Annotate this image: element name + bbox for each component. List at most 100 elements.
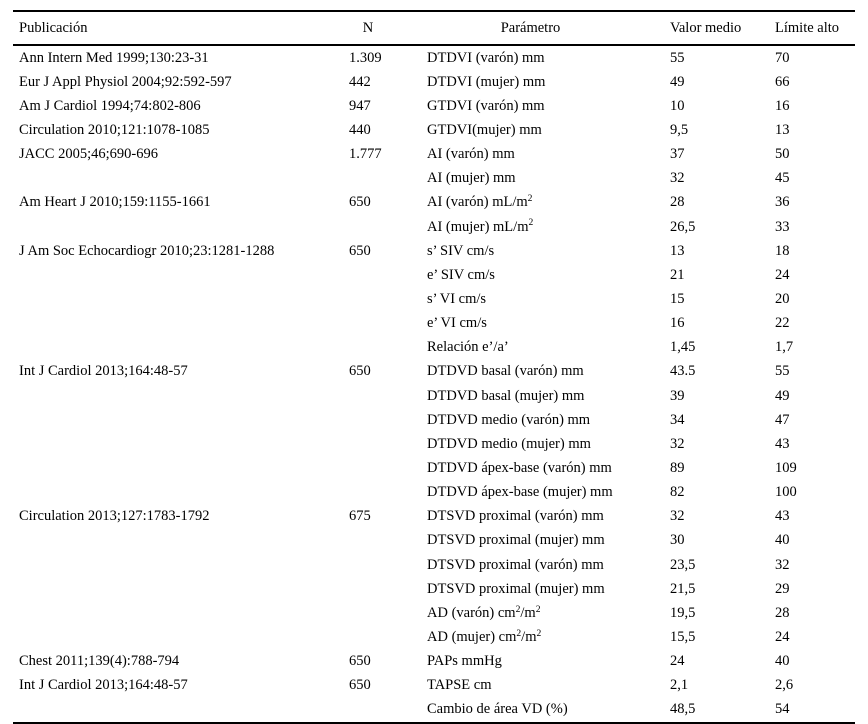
- cell-n: 650: [349, 194, 371, 211]
- cell-n: 947: [349, 97, 371, 114]
- cell-parametro: AD (varón) cm2/m2: [427, 603, 541, 621]
- cell-parametro: DTDVD basal (mujer) mm: [427, 387, 585, 404]
- cell-parametro: AI (mujer) mL/m2: [427, 217, 534, 235]
- table-row: JACC 2005;46;690-696 1.777 AI (varón) mm…: [13, 143, 855, 167]
- table-row: Int J Cardiol 2013;164:48-57 650 DTDVD b…: [13, 360, 855, 384]
- cell-valor-medio: 55: [670, 49, 685, 66]
- cell-limite-alto: 36: [775, 194, 790, 211]
- cell-publicacion: [13, 601, 343, 625]
- cell-limite-alto: 50: [775, 146, 790, 163]
- cell-n: 650: [349, 677, 371, 694]
- table-row: Eur J Appl Physiol 2004;92:592-597 442 D…: [13, 70, 855, 94]
- cell-publicacion: Int J Cardiol 2013;164:48-57: [19, 677, 188, 694]
- cell-publicacion: [13, 432, 343, 456]
- cell-valor-medio: 21: [670, 266, 685, 283]
- table-row: DTDVD ápex-base (mujer) mm 82 100: [13, 481, 855, 505]
- cell-publicacion: [13, 287, 343, 311]
- cell-publicacion: Am J Cardiol 1994;74:802-806: [19, 97, 201, 114]
- table-row: s’ VI cm/s 15 20: [13, 287, 855, 311]
- cell-publicacion: [13, 698, 343, 723]
- cell-valor-medio: 32: [670, 435, 685, 452]
- table-row: Am J Cardiol 1994;74:802-806 947 GTDVI (…: [13, 94, 855, 118]
- cell-valor-medio: 10: [670, 97, 685, 114]
- cell-limite-alto: 45: [775, 170, 790, 187]
- cell-limite-alto: 49: [775, 387, 790, 404]
- table-row: Cambio de área VD (%) 48,5 54: [13, 698, 855, 723]
- cell-n: [343, 263, 393, 287]
- cell-parametro: GTDVI(mujer) mm: [427, 121, 542, 138]
- cell-parametro: DTSVD proximal (varón) mm: [427, 556, 604, 573]
- cell-valor-medio: 2,1: [670, 677, 689, 694]
- cell-publicacion: Eur J Appl Physiol 2004;92:592-597: [19, 73, 232, 90]
- cell-publicacion: Circulation 2010;121:1078-1085: [19, 121, 210, 138]
- cell-limite-alto: 16: [775, 97, 790, 114]
- table-row: AD (mujer) cm2/m2 15,5 24: [13, 625, 855, 649]
- table-row: DTDVD ápex-base (varón) mm 89 109: [13, 456, 855, 480]
- column-header-parametro: Parámetro: [393, 11, 668, 46]
- table-row: Ann Intern Med 1999;130:23-31 1.309 DTDV…: [13, 45, 855, 70]
- cell-parametro: s’ SIV cm/s: [427, 242, 495, 259]
- table-row: AI (mujer) mL/m2 26,5 33: [13, 215, 855, 239]
- cell-n: 650: [349, 653, 371, 670]
- cell-valor-medio: 82: [670, 484, 685, 501]
- cell-n: 1.777: [349, 146, 382, 163]
- cell-parametro: DTDVD basal (varón) mm: [427, 363, 584, 380]
- cell-limite-alto: 18: [775, 242, 790, 259]
- cell-valor-medio: 13: [670, 242, 685, 259]
- table-body: Ann Intern Med 1999;130:23-31 1.309 DTDV…: [13, 45, 855, 723]
- cell-valor-medio: 15,5: [670, 628, 696, 645]
- cell-publicacion: [13, 577, 343, 601]
- cell-limite-alto: 32: [775, 556, 790, 573]
- table-row: e’ VI cm/s 16 22: [13, 312, 855, 336]
- cell-parametro: DTDVD ápex-base (varón) mm: [427, 459, 612, 476]
- cell-parametro: AI (varón) mm: [427, 146, 515, 163]
- cell-parametro: AI (varón) mL/m2: [427, 193, 533, 211]
- cell-n: 650: [349, 363, 371, 380]
- cell-limite-alto: 54: [775, 701, 790, 718]
- cell-n: [343, 336, 393, 360]
- cell-valor-medio: 89: [670, 459, 685, 476]
- cell-publicacion: Chest 2011;139(4):788-794: [19, 653, 180, 670]
- cell-limite-alto: 22: [775, 315, 790, 332]
- cell-parametro: e’ SIV cm/s: [427, 266, 495, 283]
- cell-limite-alto: 20: [775, 290, 790, 307]
- cell-n: 442: [349, 73, 371, 90]
- cell-publicacion: [13, 384, 343, 408]
- table-row: AD (varón) cm2/m2 19,5 28: [13, 601, 855, 625]
- cell-limite-alto: 13: [775, 121, 790, 138]
- table-row: Am Heart J 2010;159:1155-1661 650 AI (va…: [13, 191, 855, 215]
- document-page: Publicación N Parámetro Valor medio Lími…: [13, 10, 855, 724]
- cell-limite-alto: 70: [775, 49, 790, 66]
- cell-parametro: DTDVD ápex-base (mujer) mm: [427, 484, 613, 501]
- cell-parametro: DTSVD proximal (varón) mm: [427, 508, 604, 525]
- cell-limite-alto: 24: [775, 628, 790, 645]
- cell-n: [343, 481, 393, 505]
- cell-n: [343, 408, 393, 432]
- cell-valor-medio: 49: [670, 73, 685, 90]
- cell-limite-alto: 24: [775, 266, 790, 283]
- cell-publicacion: Ann Intern Med 1999;130:23-31: [19, 49, 209, 66]
- column-header-n: N: [343, 11, 393, 46]
- cell-publicacion: [13, 625, 343, 649]
- reference-values-table: Publicación N Parámetro Valor medio Lími…: [13, 10, 855, 724]
- cell-parametro: DTDVD medio (varón) mm: [427, 411, 591, 428]
- cell-valor-medio: 23,5: [670, 556, 696, 573]
- cell-valor-medio: 28: [670, 194, 685, 211]
- cell-publicacion: [13, 263, 343, 287]
- cell-n: [343, 312, 393, 336]
- cell-parametro: TAPSE cm: [427, 677, 492, 694]
- cell-parametro: DTSVD proximal (mujer) mm: [427, 532, 605, 549]
- cell-n: [343, 625, 393, 649]
- cell-parametro: s’ VI cm/s: [427, 290, 487, 307]
- cell-publicacion: [13, 456, 343, 480]
- header-row: Publicación N Parámetro Valor medio Lími…: [13, 11, 855, 46]
- cell-n: [343, 456, 393, 480]
- cell-n: [343, 432, 393, 456]
- cell-valor-medio: 32: [670, 170, 685, 187]
- cell-limite-alto: 40: [775, 532, 790, 549]
- cell-publicacion: [13, 215, 343, 239]
- cell-parametro: DTSVD proximal (mujer) mm: [427, 580, 605, 597]
- cell-publicacion: [13, 336, 343, 360]
- cell-valor-medio: 1,45: [670, 339, 696, 356]
- cell-valor-medio: 37: [670, 146, 685, 163]
